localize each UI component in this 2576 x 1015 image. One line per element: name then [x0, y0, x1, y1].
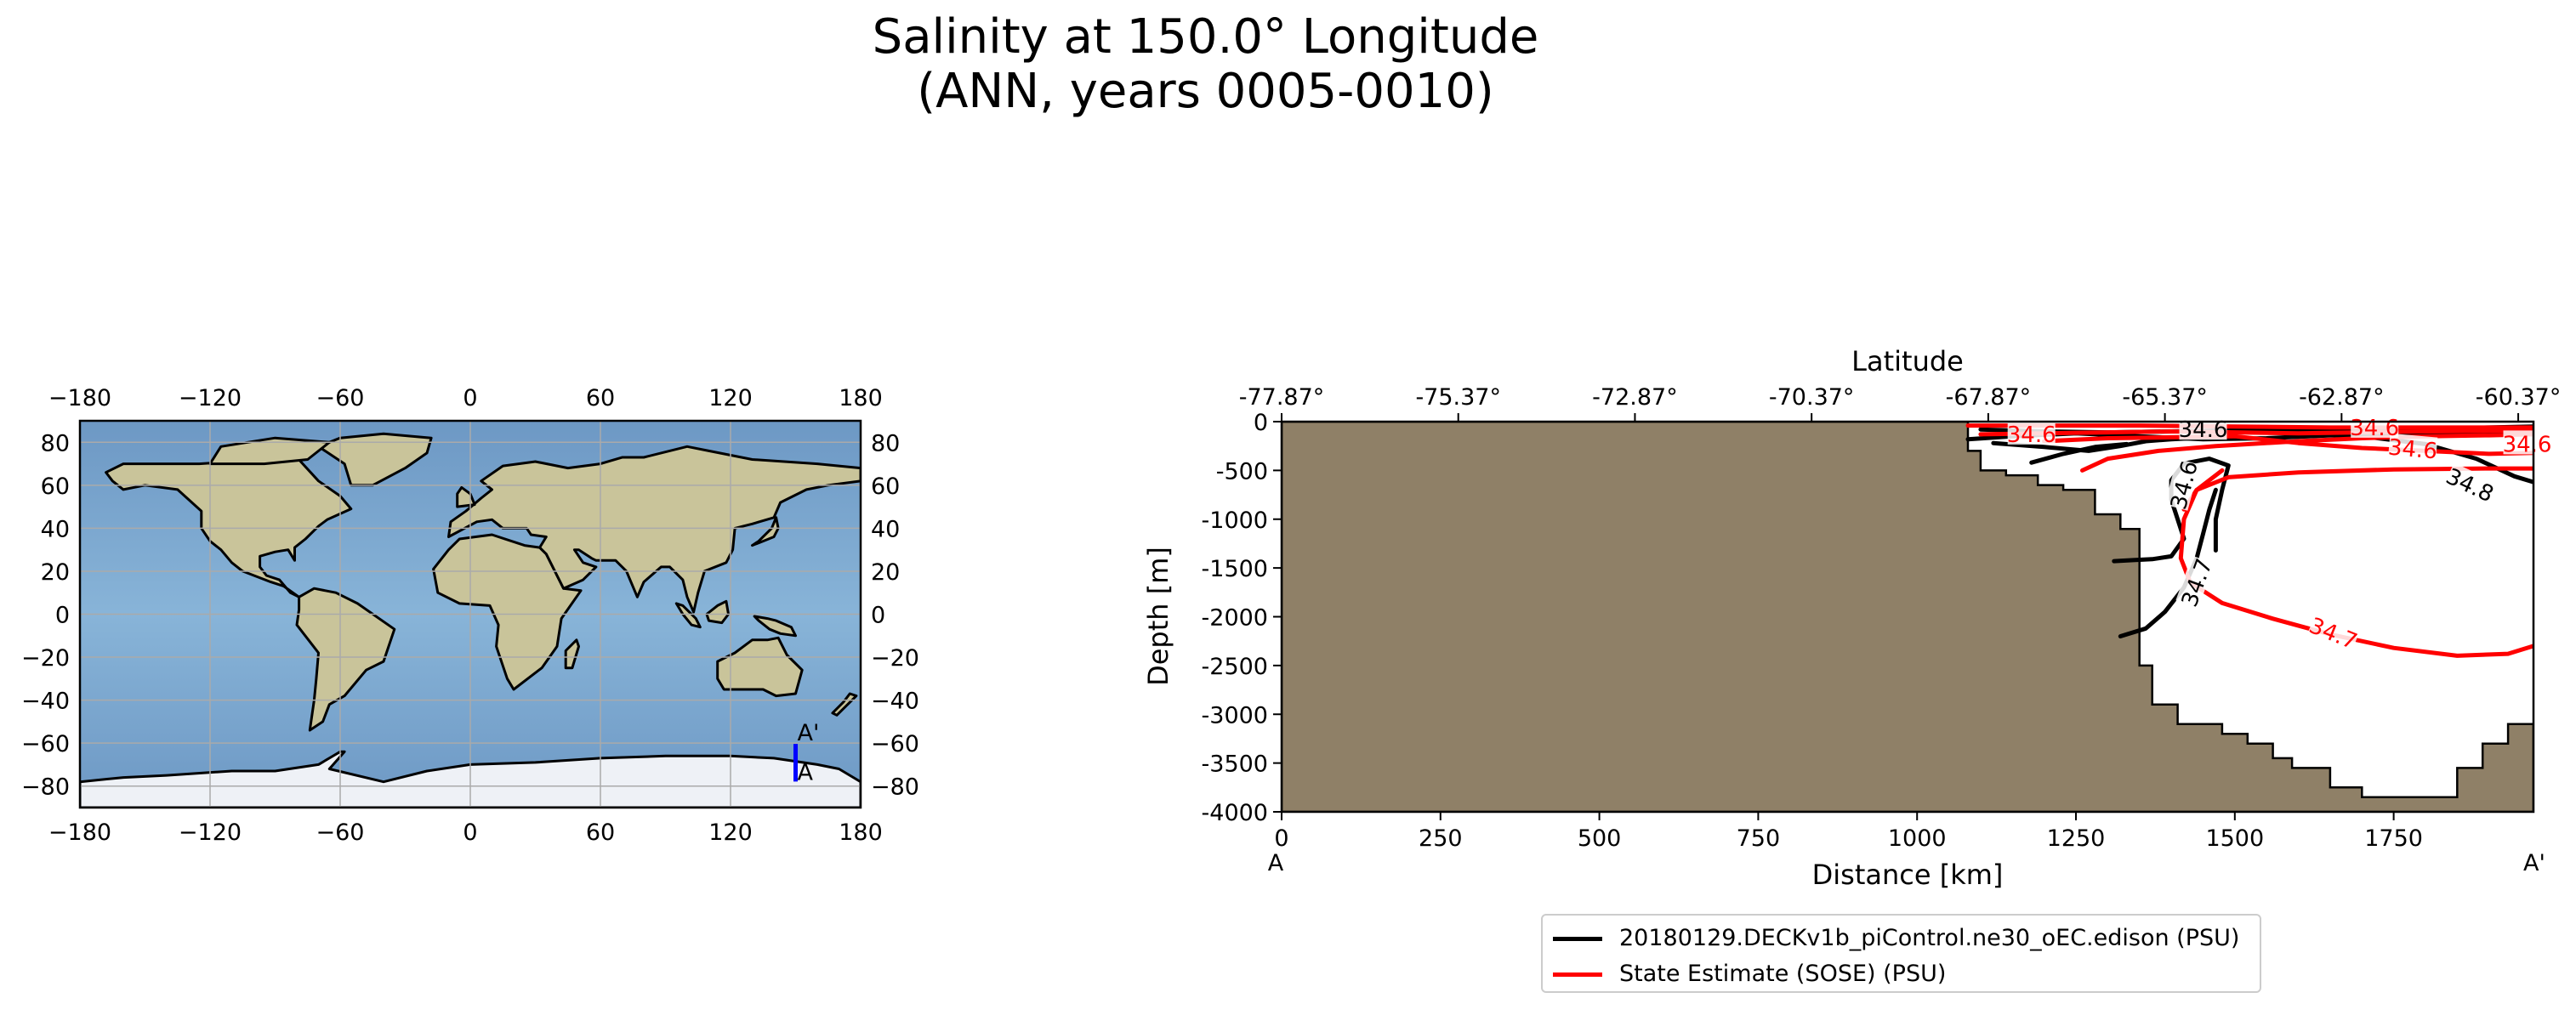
- figure-title: Salinity at 150.0° Longitude (ANN, years…: [0, 10, 2411, 119]
- y-tick-label: -1500: [1202, 556, 1268, 582]
- top-tick-label: -67.87°: [1946, 384, 2032, 411]
- top-tick-label: -60.37°: [2476, 384, 2562, 411]
- y-tick-label: 0: [1254, 410, 1268, 436]
- x-tick-label: 1500: [2205, 825, 2264, 852]
- legend-swatch-model: [1553, 937, 1602, 941]
- contour-label-bg: [2007, 420, 2056, 445]
- x-axis-label: Distance [km]: [1812, 859, 2004, 891]
- sose-contour-line: [2080, 432, 2533, 473]
- sose-contour-line: [1978, 428, 2533, 437]
- start-label: A: [1268, 850, 1284, 876]
- contour-label-bg: [2179, 416, 2227, 440]
- contour-label-text: 34.6: [2387, 435, 2438, 465]
- contour-label-bg: [2307, 611, 2361, 652]
- top-tick-label: -62.87°: [2299, 384, 2385, 411]
- contour-label: 34.6: [2179, 416, 2227, 443]
- legend-label-sose: State Estimate (SOSE) (PSU): [1619, 961, 1947, 987]
- y-tick-label: -1000: [1202, 508, 1268, 534]
- x-tick-label: 0: [1274, 825, 1288, 852]
- contour-label-text: 34.6: [2350, 416, 2399, 441]
- bathymetry-fill: [1282, 422, 2533, 812]
- x-tick-label: 1750: [2364, 825, 2423, 852]
- top-axis-label: Latitude: [1851, 345, 1964, 377]
- top-tick-label: -77.87°: [1239, 384, 1325, 411]
- y-tick-label: -3000: [1202, 702, 1268, 729]
- contour-label-bg: [2175, 555, 2215, 609]
- top-tick-label: -70.37°: [1769, 384, 1855, 411]
- y-axis-label: Depth [m]: [1142, 547, 1174, 686]
- x-tick-label: 1250: [2047, 825, 2106, 852]
- contour-label-bg: [2388, 433, 2438, 462]
- y-tick-label: -4000: [1202, 800, 1268, 826]
- legend-swatch-sose: [1553, 972, 1602, 977]
- title-line-2: (ANN, years 0005-0010): [917, 64, 1494, 119]
- legend: 20180129.DECKv1b_piControl.ne30_oEC.edis…: [1541, 914, 2261, 993]
- sose-contour-line: [2181, 466, 2533, 512]
- contour-label: 34.6: [2387, 433, 2438, 465]
- x-tick-label: 750: [1737, 825, 1781, 852]
- y-tick-label: -500: [1216, 458, 1268, 485]
- legend-label-model: 20180129.DECKv1b_piControl.ne30_oEC.edis…: [1619, 925, 2240, 951]
- contour-label-text: 34.6: [2007, 422, 2056, 448]
- x-tick-label: 500: [1578, 825, 1622, 852]
- end-label: A': [2523, 850, 2545, 876]
- contour-label: 34.6: [2350, 413, 2399, 441]
- contour-label: 34.6: [2503, 430, 2552, 457]
- x-tick-label: 1000: [1888, 825, 1947, 852]
- y-tick-label: -2500: [1202, 654, 1268, 680]
- contour-label: 34.6: [2164, 458, 2204, 513]
- sose-contour-line: [2178, 468, 2533, 658]
- x-tick-label: 250: [1419, 825, 1463, 852]
- title-line-1: Salinity at 150.0° Longitude: [872, 9, 1539, 65]
- contour-label-text: 34.6: [2166, 458, 2204, 513]
- y-tick-label: -3500: [1202, 751, 1268, 778]
- legend-entry-sose: State Estimate (SOSE) (PSU): [1543, 956, 2260, 992]
- top-tick-label: -65.37°: [2122, 384, 2208, 411]
- contour-label-bg: [2503, 430, 2551, 455]
- contour-label-bg: [2443, 462, 2498, 505]
- contour-label: 34.6: [2007, 420, 2056, 448]
- top-tick-label: -72.87°: [1592, 384, 1678, 411]
- model-contour-line: [2029, 441, 2130, 465]
- contour-label-text: 34.6: [2503, 432, 2552, 457]
- y-tick-label: -2000: [1202, 605, 1268, 632]
- contour-label: 34.7: [2306, 611, 2361, 655]
- legend-entry-model: 20180129.DECKv1b_piControl.ne30_oEC.edis…: [1543, 921, 2260, 956]
- top-tick-label: -75.37°: [1415, 384, 1501, 411]
- contour-label-bg: [2351, 413, 2399, 438]
